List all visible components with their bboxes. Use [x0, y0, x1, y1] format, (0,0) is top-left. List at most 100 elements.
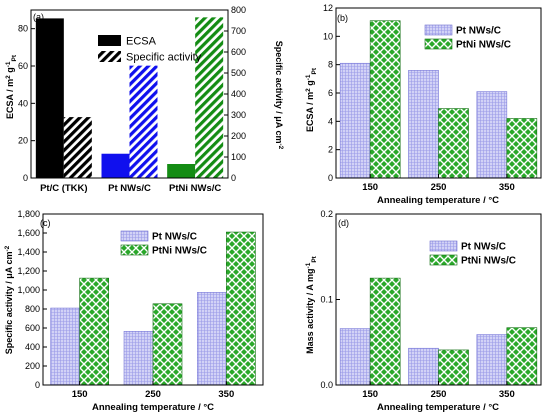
panel-b-y-axis-ticks: 0 2 4 6 8 10 12 [323, 3, 340, 183]
bar-ptni-nws-350 [506, 327, 538, 386]
panel-a-plot-frame [30, 9, 229, 179]
panel-b-plot-frame [335, 7, 542, 179]
y-tick-label: 1,800 [17, 209, 40, 219]
y-tick-label: 200 [25, 361, 40, 371]
legend-swatch-ecsa [98, 35, 121, 46]
panel-a-right-axis-ticks: 0 100 200 300 400 500 600 700 800 [224, 5, 246, 183]
left-tick-label: 20 [18, 136, 28, 146]
panel-a-label: (a) [33, 12, 44, 22]
y-tick-label: 600 [25, 323, 40, 333]
bar-ptni-nws-150 [369, 277, 401, 386]
legend-swatch-specific-activity [98, 51, 121, 62]
y-tick-label: 6 [328, 88, 333, 98]
x-tick-label: 150 [362, 182, 378, 193]
legend-swatch-ptni-nws [120, 244, 149, 256]
y-tick-label: 12 [323, 3, 333, 13]
bar-specific-activity-1 [129, 65, 158, 178]
right-tick-label: 0 [231, 173, 236, 183]
y-tick-label: 2 [328, 145, 333, 155]
bar-pt-nws-350 [476, 91, 508, 179]
legend-label-pt-nws: Pt NWs/C [152, 232, 197, 243]
panel-b-ecsa-annealing: 0 2 4 6 8 10 12 150 250 350 (b) Pt NWs/C PtNi NW… [305, 3, 542, 206]
bar-ptni-nws-250 [438, 108, 469, 179]
bar-pt-nws-350 [476, 334, 508, 386]
bar-ptni-nws-250 [152, 303, 183, 386]
y-tick-label: 0.2 [320, 209, 333, 219]
y-tick-label: 800 [25, 304, 40, 314]
panel-a-legend: ECSA Specific activity [98, 35, 202, 64]
right-tick-label: 300 [231, 110, 246, 120]
x-tick-label: 350 [499, 182, 515, 193]
bar-pt-nws-350 [197, 292, 227, 386]
panel-b-legend: Pt NWs/C PtNi NWs/C [424, 24, 511, 51]
bar-ecsa-0 [35, 18, 64, 179]
legend-label-pt-nws: Pt NWs/C [461, 242, 506, 253]
panel-d-x-axis-ticks: 150 250 350 [362, 381, 515, 400]
panel-b-x-axis-ticks: 150 250 350 [362, 174, 515, 193]
y-tick-label: 0 [35, 380, 40, 390]
left-tick-label: 0 [23, 173, 28, 183]
panel-c-plot-frame [42, 213, 264, 386]
x-tick-label: Pt NWs/C [108, 183, 151, 194]
right-tick-label: 200 [231, 131, 246, 141]
left-tick-label: 80 [18, 24, 28, 34]
panel-a-left-axis-ticks: 0 20 40 60 80 [18, 24, 35, 183]
x-tick-label: 250 [431, 182, 447, 193]
legend-swatch-ptni-nws [424, 38, 453, 50]
x-tick-label: PtNi NWs/C [169, 183, 221, 194]
x-tick-label: 150 [72, 389, 88, 400]
panel-d-label: (d) [338, 218, 349, 228]
y-tick-label: 1,600 [17, 228, 40, 238]
legend-label-pt-nws: Pt NWs/C [456, 26, 501, 37]
bar-ptni-nws-250 [438, 349, 469, 386]
legend-swatch-pt-nws [429, 240, 458, 252]
legend-label-ptni-nws: PtNi NWs/C [152, 246, 207, 257]
panel-d-y-axis-ticks: 0.0 0.1 0.2 [320, 209, 340, 390]
x-tick-label: 350 [499, 389, 515, 400]
panel-b-bars [339, 20, 538, 179]
panel-c-y-axis-title: Specific activity / μA cm-2 [4, 245, 14, 354]
x-tick-label: 250 [145, 389, 161, 400]
bar-pt-nws-150 [339, 328, 371, 386]
y-tick-label: 0 [328, 173, 333, 183]
right-tick-label: 100 [231, 152, 246, 162]
bar-ptni-nws-350 [506, 118, 538, 179]
panel-a-right-axis-title: Specific activity / μA cm-2 [274, 41, 284, 150]
panel-b-x-axis-title: Annealing temperature / °C [377, 195, 499, 206]
bar-ecsa-1 [101, 153, 130, 178]
bar-pt-nws-250 [408, 70, 439, 179]
bar-pt-nws-250 [408, 347, 439, 386]
legend-label-ptni-nws: PtNi NWs/C [456, 40, 511, 51]
legend-swatch-pt-nws [424, 24, 453, 36]
x-tick-label: 250 [431, 389, 447, 400]
bar-pt-nws-150 [339, 62, 371, 179]
right-tick-label: 800 [231, 5, 246, 15]
panel-a-left-axis-title: ECSA / m2 g-1Pt [5, 54, 18, 119]
panel-a-ecsa-vs-specific-activity: 0 20 40 60 80 0 100 200 300 400 500 600 700 800 Pt/C… [5, 5, 284, 194]
panel-d-legend: Pt NWs/C PtNi NWs/C [429, 240, 516, 267]
x-tick-label: Pt/C (TKK) [40, 183, 88, 194]
x-tick-label: 350 [218, 389, 234, 400]
right-tick-label: 500 [231, 68, 246, 78]
right-tick-label: 700 [231, 26, 246, 36]
y-tick-label: 10 [323, 31, 333, 41]
y-tick-label: 400 [25, 342, 40, 352]
legend-swatch-ptni-nws [429, 254, 458, 266]
panel-d-y-axis-title: Mass activity / A mg-1Pt [305, 255, 318, 353]
bar-ptni-nws-350 [226, 231, 256, 386]
bar-ptni-nws-150 [79, 277, 109, 386]
legend-label-ecsa: ECSA [126, 36, 157, 48]
left-tick-label: 40 [18, 98, 28, 108]
panel-a-x-axis-ticks: Pt/C (TKK) Pt NWs/C PtNi NWs/C [40, 183, 221, 194]
panel-c-y-axis-ticks: 0 200 400 600 800 1,000 1,200 1,400 1,600 1,800 [17, 209, 47, 390]
panel-a-bars [35, 17, 224, 179]
right-tick-label: 400 [231, 89, 246, 99]
bar-specific-activity-2 [195, 17, 224, 178]
right-tick-label: 600 [231, 47, 246, 57]
legend-swatch-pt-nws [120, 230, 149, 242]
panel-c-specific-activity-annealing: 0 200 400 600 800 1,000 1,200 1,400 1,600 1,800 1… [4, 209, 264, 413]
panel-b-y-axis-title: ECSA / m2 g-1Pt [305, 67, 318, 132]
x-tick-label: 150 [362, 389, 378, 400]
panel-b-label: (b) [337, 13, 348, 23]
